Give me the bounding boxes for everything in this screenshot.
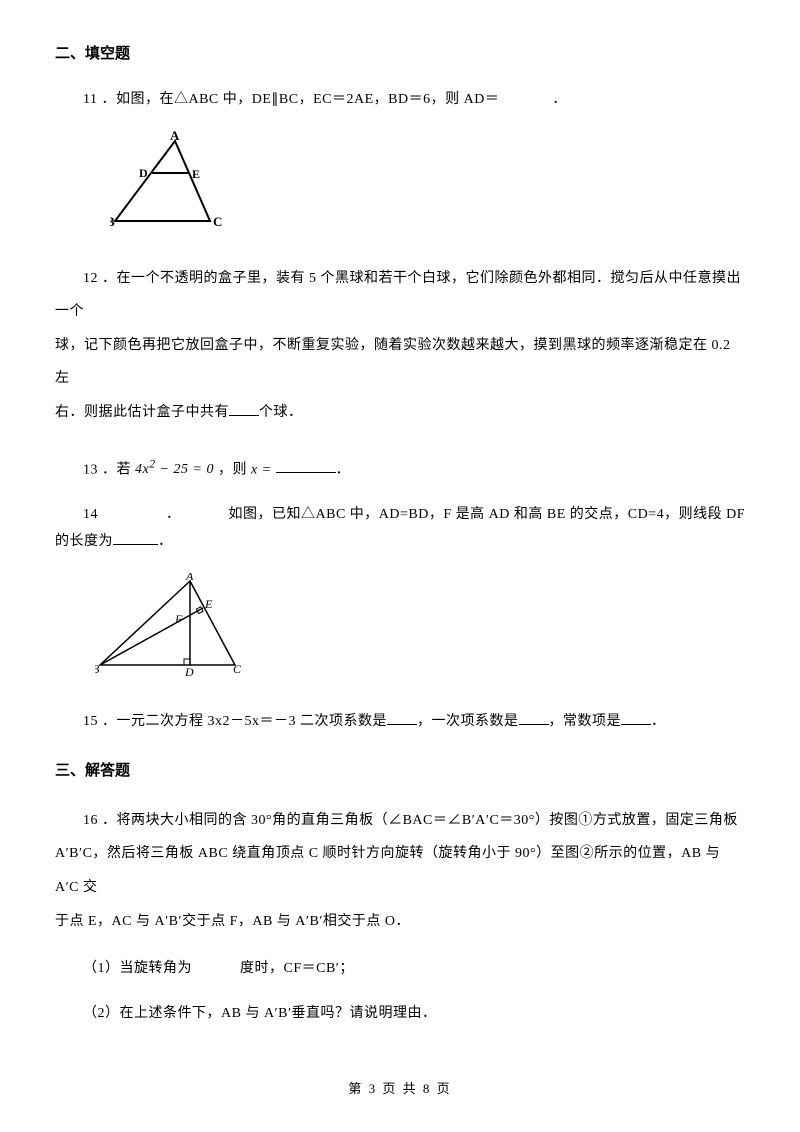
q11-text: 11 ．如图，在△ABC 中，DE∥BC，EC＝2AE，BD＝6，则 AD＝ bbox=[83, 92, 499, 107]
q16-sub2-text: （2）在上述条件下，AB 与 A′B′垂直吗？请说明理由． bbox=[83, 1006, 437, 1021]
q16-line1: 16 ．将两块大小相同的含 30°角的直角三角板（∠BAC＝∠B′A′C＝30°… bbox=[55, 804, 738, 838]
q13-mid: ，则 bbox=[218, 462, 251, 477]
fig14-A: A bbox=[185, 573, 194, 583]
question-13: 13 ．若 4x2 − 25 = 0 ，则 x = ． bbox=[55, 454, 745, 484]
q13-blank bbox=[276, 459, 336, 473]
fig14-E: E bbox=[204, 597, 213, 611]
q16-sub2: （2）在上述条件下，AB 与 A′B′垂直吗？请说明理由． bbox=[55, 1001, 745, 1028]
question-12: 12 ．在一个不透明的盒子里，装有 5 个黑球和若干个白球，它们除颜色外都相同．… bbox=[55, 262, 745, 430]
q13-var: x = bbox=[251, 462, 272, 477]
q15-blank1 bbox=[387, 711, 417, 725]
q13-tail: ． bbox=[336, 462, 351, 477]
fig14-C: C bbox=[233, 662, 242, 676]
q15-prefix: 15 ．一元二次方程 3x2－5x＝－3 二次项系数是 bbox=[83, 714, 387, 729]
q13-prefix: 13 ．若 bbox=[83, 462, 131, 477]
q13-formula: 4x2 − 25 = 0 bbox=[135, 462, 214, 477]
q16-line3: 于点 E，AC 与 A′B′交于点 F，AB 与 A′B′相交于点 O． bbox=[55, 914, 410, 929]
fig14-F: F bbox=[174, 612, 183, 626]
fig11-E: E bbox=[192, 167, 200, 181]
q12-line2: 球，记下颜色再把它放回盒子中，不断重复实验，随着实验次数越来越大，摸到黑球的频率… bbox=[55, 338, 731, 387]
q14-dot: ． bbox=[166, 507, 181, 522]
fig14-B: B bbox=[95, 662, 100, 676]
q12-line3b: 个球． bbox=[259, 405, 303, 420]
q11-tail: ． bbox=[552, 92, 567, 107]
q16-sub1: （1）当旋转角为 度时，CF＝CB′； bbox=[55, 956, 745, 983]
q15-mid2: ，常数项是 bbox=[549, 714, 622, 729]
fig14-D: D bbox=[184, 665, 194, 678]
question-14: 14 ． 如图，已知△ABC 中，AD=BD，F 是高 AD 和高 BE 的交点… bbox=[55, 502, 745, 555]
q12-line3a: 右．则据此估计盒子中共有 bbox=[55, 405, 229, 420]
q14-tail: ． bbox=[158, 534, 173, 549]
figure-14: A B C D E F bbox=[95, 573, 745, 689]
q14-blank bbox=[113, 531, 158, 545]
page-footer: 第 3 页 共 8 页 bbox=[0, 1077, 800, 1102]
q12-line1: 12 ．在一个不透明的盒子里，装有 5 个黑球和若干个白球，它们除颜色外都相同．… bbox=[55, 262, 745, 329]
q16-sub1a: （1）当旋转角为 bbox=[83, 961, 192, 976]
fig11-A: A bbox=[170, 131, 180, 143]
question-11: 11 ．如图，在△ABC 中，DE∥BC，EC＝2AE，BD＝6，则 AD＝ ． bbox=[55, 87, 745, 114]
q15-tail: ． bbox=[651, 714, 666, 729]
q15-blank2 bbox=[519, 711, 549, 725]
question-16: 16 ．将两块大小相同的含 30°角的直角三角板（∠BAC＝∠B′A′C＝30°… bbox=[55, 804, 745, 938]
figure-11: A B C D E bbox=[110, 131, 745, 242]
fig11-D: D bbox=[139, 166, 148, 180]
q15-blank3 bbox=[621, 711, 651, 725]
section-3-header: 三、解答题 bbox=[55, 757, 745, 786]
q14-prefix: 14 bbox=[83, 507, 98, 522]
q15-mid1: ，一次项系数是 bbox=[417, 714, 519, 729]
q12-blank bbox=[229, 402, 259, 416]
q16-sub1b: 度时，CF＝CB′； bbox=[240, 961, 354, 976]
fig11-B: B bbox=[110, 214, 115, 229]
q16-line2: A′B′C，然后将三角板 ABC 绕直角顶点 C 顺时针方向旋转（旋转角小于 9… bbox=[55, 846, 720, 895]
question-15: 15 ．一元二次方程 3x2－5x＝－3 二次项系数是 ，一次项系数是 ，常数项是 ． bbox=[55, 709, 745, 736]
fig11-C: C bbox=[213, 214, 222, 229]
section-2-header: 二、填空题 bbox=[55, 40, 745, 69]
